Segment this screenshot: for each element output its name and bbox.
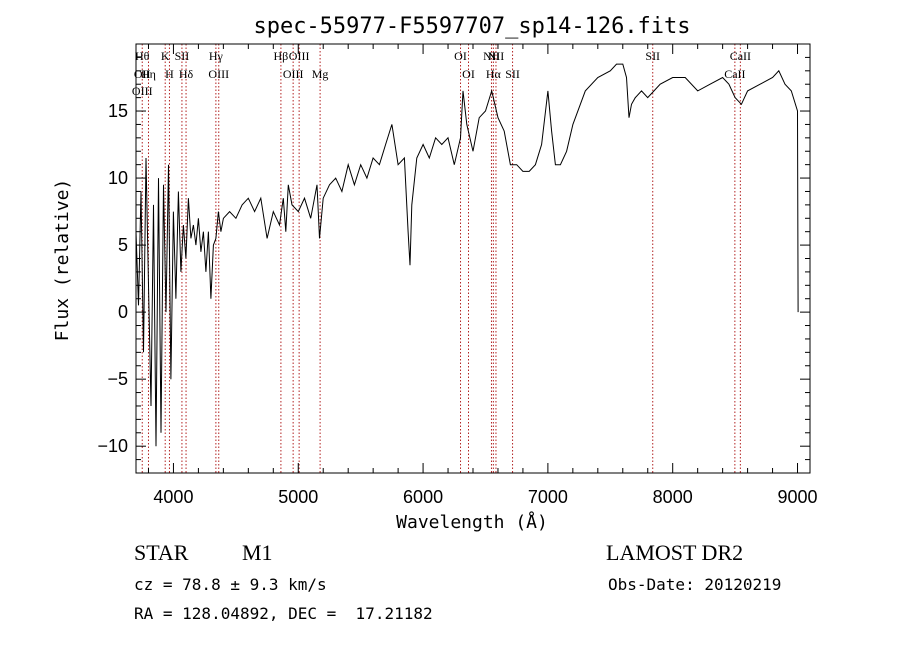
marker-label: SII: [645, 49, 660, 63]
marker-label: Hδ: [179, 67, 194, 81]
marker-label: Hα: [486, 67, 502, 81]
marker-label: CaII: [724, 67, 745, 81]
marker-label: Hη: [141, 67, 156, 81]
spectrum-line: [135, 63, 799, 447]
y-tick-label: 5: [118, 235, 128, 255]
observation-date: Obs-Date: 20120219: [608, 575, 782, 594]
marker-label: SII: [175, 49, 190, 63]
marker-label: Hγ: [209, 49, 224, 63]
object-subclass: M1: [242, 540, 273, 565]
marker-label: CaII: [730, 49, 751, 63]
marker-label: Mg: [312, 67, 329, 81]
x-ticks: 4000 5000 6000 7000 8000 9000: [147, 44, 818, 507]
marker-label: NII: [488, 49, 505, 63]
marker-label: OIII: [289, 49, 310, 63]
marker-label: H: [165, 67, 174, 81]
marker-label: Hθ: [135, 49, 150, 63]
x-tick-label: 6000: [403, 487, 443, 507]
y-tick-label: −5: [107, 369, 128, 389]
marker-label: SII: [505, 67, 520, 81]
x-tick-label: 8000: [653, 487, 693, 507]
marker-label: NII: [483, 49, 500, 63]
y-tick-label: 10: [108, 168, 128, 188]
chart-title: spec-55977-F5597707_sp14-126.fits: [253, 14, 690, 39]
y-axis-label: Flux (relative): [52, 179, 73, 342]
marker-lines: [141, 44, 741, 473]
marker-label: OI: [454, 49, 467, 63]
marker-label: Hβ: [274, 49, 289, 63]
marker-label: OIII: [208, 67, 229, 81]
x-tick-label: 4000: [153, 487, 193, 507]
y-tick-label: 0: [118, 302, 128, 322]
marker-label: OIII: [132, 84, 153, 98]
marker-label: OIII: [283, 67, 304, 81]
marker-label: K: [161, 49, 170, 63]
x-tick-label: 7000: [528, 487, 568, 507]
sky-coordinates: RA = 128.04892, DEC = 17.21182: [134, 604, 433, 623]
marker-labels: HθOIIOIIIHηKHSIIHδHγOIIIHβOIIIOIIIMgOIOI…: [132, 49, 751, 98]
x-tick-label: 5000: [278, 487, 318, 507]
x-axis-label: Wavelength (Å): [396, 511, 548, 533]
y-tick-label: −10: [97, 436, 128, 456]
x-tick-label: 9000: [777, 487, 817, 507]
plot-frame: [135, 43, 811, 474]
marker-label: OI: [462, 67, 475, 81]
redshift-velocity: cz = 78.8 ± 9.3 km/s: [134, 575, 327, 594]
spectrum-chart: spec-55977-F5597707_sp14-126.fits HθOIIO…: [52, 14, 818, 533]
object-class: STAR: [134, 540, 189, 565]
y-tick-label: 15: [108, 101, 128, 121]
survey-name: LAMOST DR2: [606, 540, 744, 565]
y-ticks: −10 −5 0 5 10 15: [97, 56, 810, 461]
